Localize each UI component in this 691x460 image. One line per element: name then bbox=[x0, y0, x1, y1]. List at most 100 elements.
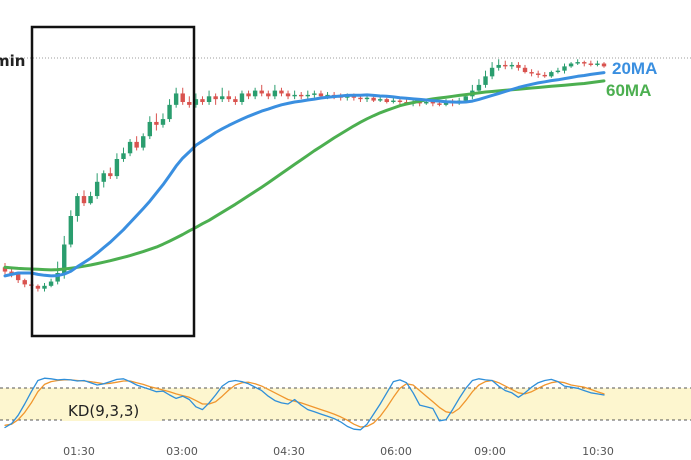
candle-body bbox=[173, 93, 179, 105]
candle-body bbox=[252, 90, 258, 97]
candle-body bbox=[141, 136, 146, 148]
candle-body bbox=[266, 93, 271, 97]
x-tick-label: 06:00 bbox=[380, 445, 412, 458]
candle-body bbox=[549, 72, 554, 77]
candle-body bbox=[503, 64, 508, 67]
candle-body bbox=[325, 94, 330, 97]
candle-body bbox=[187, 102, 192, 105]
candle-body bbox=[522, 67, 528, 73]
candle-body bbox=[272, 90, 278, 97]
candle-body bbox=[239, 93, 245, 102]
candle bbox=[516, 62, 521, 71]
candle-body bbox=[496, 64, 501, 68]
candle-body bbox=[351, 96, 357, 98]
candle-body bbox=[391, 100, 396, 102]
candle bbox=[266, 90, 271, 100]
candle bbox=[101, 170, 106, 188]
ma20-label: 20MA bbox=[612, 59, 657, 78]
x-tick-label: 09:00 bbox=[474, 445, 506, 458]
candle bbox=[575, 59, 580, 65]
candle-body bbox=[62, 244, 67, 273]
candle-body bbox=[147, 121, 153, 137]
candle-body bbox=[200, 99, 205, 102]
candle bbox=[272, 84, 278, 100]
ma60-line bbox=[3, 79, 606, 272]
candle-body bbox=[193, 99, 199, 105]
candle bbox=[489, 62, 495, 80]
candle bbox=[187, 96, 192, 108]
candle bbox=[582, 60, 587, 67]
candle bbox=[180, 87, 185, 105]
candlestick-series bbox=[2, 59, 607, 292]
candle bbox=[167, 99, 172, 122]
candle-body bbox=[167, 104, 172, 120]
candle-body bbox=[364, 97, 370, 100]
candle bbox=[68, 210, 74, 248]
candle-body bbox=[127, 141, 133, 154]
candle bbox=[252, 87, 258, 100]
candle-body bbox=[55, 273, 60, 282]
candle-body bbox=[94, 181, 100, 197]
candle bbox=[15, 273, 21, 283]
candle bbox=[509, 62, 515, 70]
candle-body bbox=[259, 90, 264, 94]
candle bbox=[42, 282, 47, 292]
candle bbox=[75, 193, 80, 222]
candle bbox=[141, 133, 146, 151]
candle-body bbox=[358, 97, 363, 100]
kd-label: KD(9,3,3) bbox=[68, 402, 139, 420]
candle bbox=[233, 96, 238, 105]
candle bbox=[299, 92, 304, 100]
candle bbox=[239, 90, 245, 105]
candle-body bbox=[154, 121, 159, 125]
candle bbox=[94, 173, 100, 199]
candle-body bbox=[430, 102, 436, 104]
candle-body bbox=[582, 62, 587, 64]
candle bbox=[62, 235, 67, 279]
candle bbox=[555, 67, 561, 74]
candle bbox=[549, 70, 554, 78]
candle-body bbox=[483, 76, 488, 85]
candle bbox=[595, 60, 600, 67]
kd-label-bg bbox=[62, 399, 162, 421]
candle bbox=[134, 136, 139, 151]
candle bbox=[213, 93, 218, 105]
candle bbox=[226, 90, 232, 102]
x-tick-label: 01:30 bbox=[63, 445, 95, 458]
candle-body bbox=[15, 274, 21, 281]
candle bbox=[305, 90, 310, 100]
candle-body bbox=[384, 99, 389, 102]
candle bbox=[147, 116, 153, 140]
candle-body bbox=[542, 74, 547, 77]
candle bbox=[259, 84, 264, 97]
candle bbox=[568, 62, 574, 68]
candle-body bbox=[529, 72, 534, 74]
candle-body bbox=[114, 159, 120, 177]
k-line bbox=[4, 377, 605, 431]
candle-body bbox=[88, 196, 93, 204]
candle bbox=[114, 153, 120, 179]
candle-body bbox=[305, 94, 310, 97]
candle-body bbox=[22, 280, 27, 285]
candle bbox=[503, 60, 508, 70]
candle-body bbox=[279, 90, 284, 94]
timeframe-label: min bbox=[0, 52, 25, 70]
candle-body bbox=[206, 96, 212, 102]
candle-body bbox=[75, 196, 80, 216]
candle-body bbox=[318, 93, 324, 97]
candle-body bbox=[101, 173, 106, 182]
ma60-label: 60MA bbox=[606, 81, 651, 100]
candle-body bbox=[108, 173, 113, 177]
candle bbox=[127, 139, 133, 157]
candle-body bbox=[588, 63, 594, 65]
candle-body bbox=[535, 73, 541, 75]
candle-body bbox=[345, 96, 350, 98]
candle bbox=[160, 113, 166, 128]
candle-body bbox=[246, 93, 251, 97]
candle bbox=[562, 63, 567, 74]
candle-body bbox=[377, 99, 383, 101]
candle bbox=[535, 70, 541, 78]
moving-average-lines bbox=[3, 71, 606, 278]
candle-body bbox=[121, 153, 126, 159]
